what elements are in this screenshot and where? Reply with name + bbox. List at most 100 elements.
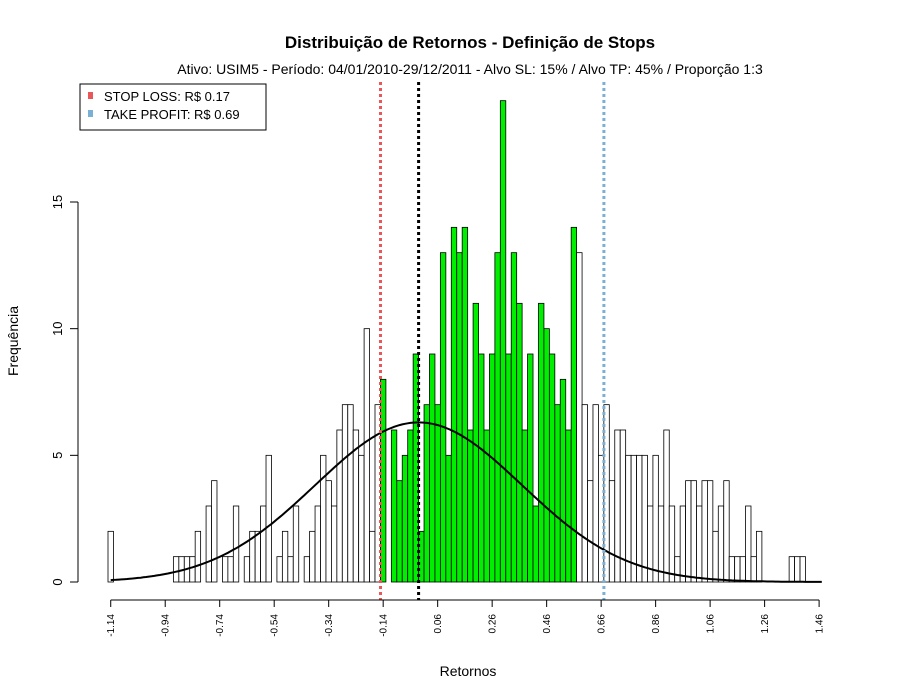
histogram-bar (674, 556, 681, 583)
histogram-bar (172, 556, 180, 583)
x-tick-label: 0.86 (651, 614, 662, 634)
histogram-bar (194, 530, 202, 583)
histogram-bar (794, 556, 801, 583)
histogram-bar (401, 454, 409, 583)
histogram-bar (276, 556, 283, 583)
histogram-bar (445, 454, 452, 583)
histogram-bar (423, 404, 430, 583)
chart-title: Distribuição de Retornos - Definição de … (285, 33, 655, 52)
histogram-bar (663, 429, 670, 583)
x-tick-label: 1.06 (706, 614, 717, 634)
histogram-bar (478, 353, 485, 583)
histogram-bar (107, 530, 114, 583)
histogram-bar (685, 480, 692, 583)
histogram-bar (456, 252, 463, 583)
histogram-bar (788, 556, 795, 583)
y-tick-label: 0 (50, 578, 65, 585)
histogram-bar (734, 556, 741, 583)
histogram-bar (614, 429, 621, 583)
histogram-bar (363, 328, 370, 583)
histogram-bar (352, 429, 360, 583)
legend-label-take-profit: TAKE PROFIT: R$ 0.69 (104, 107, 240, 122)
histogram-bar (641, 454, 648, 583)
chart-subtitle: Ativo: USIM5 - Período: 04/01/2010-29/12… (177, 61, 763, 77)
histogram-bar (358, 454, 365, 583)
histogram-bar (690, 480, 697, 583)
histogram-bar (494, 252, 501, 583)
reference-lines (379, 82, 606, 600)
histogram-bar (347, 404, 354, 583)
histogram-bar (205, 505, 212, 583)
histogram-bar (429, 353, 436, 583)
x-axis: -1.14 -0.94 -0.74 -0.54 -0.34 -0.14 0.06 0.26 0.… (106, 599, 826, 637)
histogram-bar (303, 556, 311, 583)
histogram-bar (565, 429, 572, 583)
histogram-bar (292, 505, 300, 583)
x-tick-label: -0.14 (379, 614, 390, 637)
histogram-bar (707, 480, 714, 583)
histogram-bar (281, 530, 289, 583)
histogram-bar (390, 429, 398, 583)
histogram-bar (434, 404, 441, 583)
histogram-bar (608, 480, 616, 583)
x-tick-label: -0.54 (270, 614, 281, 637)
histogram-bar (232, 505, 240, 583)
histogram-bar (739, 556, 746, 583)
histogram-bar (189, 556, 196, 583)
histogram-bar (587, 480, 594, 583)
normal-curve-layer (110, 421, 822, 583)
histogram-bar (407, 429, 414, 583)
histogram-bar (652, 454, 659, 583)
histogram-bar (527, 353, 534, 583)
histogram-bar (647, 505, 654, 583)
histogram-bar (592, 404, 599, 583)
legend: STOP LOSS: R$ 0.17 TAKE PROFIT: R$ 0.69 (79, 83, 267, 131)
histogram-bar (554, 404, 561, 583)
histogram-bar (499, 100, 507, 583)
histogram-bar (369, 530, 376, 583)
histogram-bar (728, 556, 736, 583)
histogram-bar (325, 480, 332, 583)
histogram-bar (211, 480, 218, 583)
histogram-bar (723, 480, 730, 583)
histogram-bar (521, 429, 528, 583)
histogram-bar (227, 556, 234, 583)
histogram-bar (745, 505, 752, 583)
x-tick-label: 0.26 (488, 614, 499, 634)
histogram-bars (107, 100, 806, 583)
histogram-bar (636, 454, 643, 583)
histogram-bar (336, 429, 343, 583)
histogram-bar (254, 530, 261, 583)
histogram-bar (679, 505, 687, 583)
x-axis-label: Retornos (440, 663, 497, 679)
histogram-bar (396, 480, 403, 583)
histogram-bar (505, 353, 512, 583)
histogram-bar (750, 556, 757, 583)
normal-fit-curve (110, 421, 822, 583)
y-tick-label: 10 (50, 321, 65, 335)
y-axis: 0 5 10 15 (50, 195, 79, 586)
histogram-bar (538, 302, 545, 583)
histogram-bar (314, 505, 321, 583)
x-tick-label: 0.46 (542, 614, 553, 634)
histogram-bar (461, 226, 469, 583)
histogram-bar (581, 404, 588, 583)
x-tick-label: -0.74 (215, 614, 226, 637)
histogram-bar (243, 556, 251, 583)
y-tick-label: 15 (50, 195, 65, 209)
histogram-bar (712, 530, 719, 583)
histogram-bar (222, 556, 229, 583)
x-tick-label: 0.06 (433, 614, 444, 634)
histogram-bar (331, 505, 338, 583)
histogram-bar (756, 530, 763, 583)
histogram-bar (548, 353, 556, 583)
histogram-bar (701, 480, 708, 583)
histogram-bar (341, 404, 349, 583)
legend-label-stop-loss: STOP LOSS: R$ 0.17 (104, 89, 230, 104)
histogram-bar (559, 378, 567, 583)
x-tick-label: 1.46 (815, 614, 826, 634)
histogram-bar (265, 454, 272, 583)
histogram-bar (467, 429, 474, 583)
x-tick-label: -1.14 (106, 614, 117, 637)
y-axis-label: Frequência (5, 306, 21, 376)
